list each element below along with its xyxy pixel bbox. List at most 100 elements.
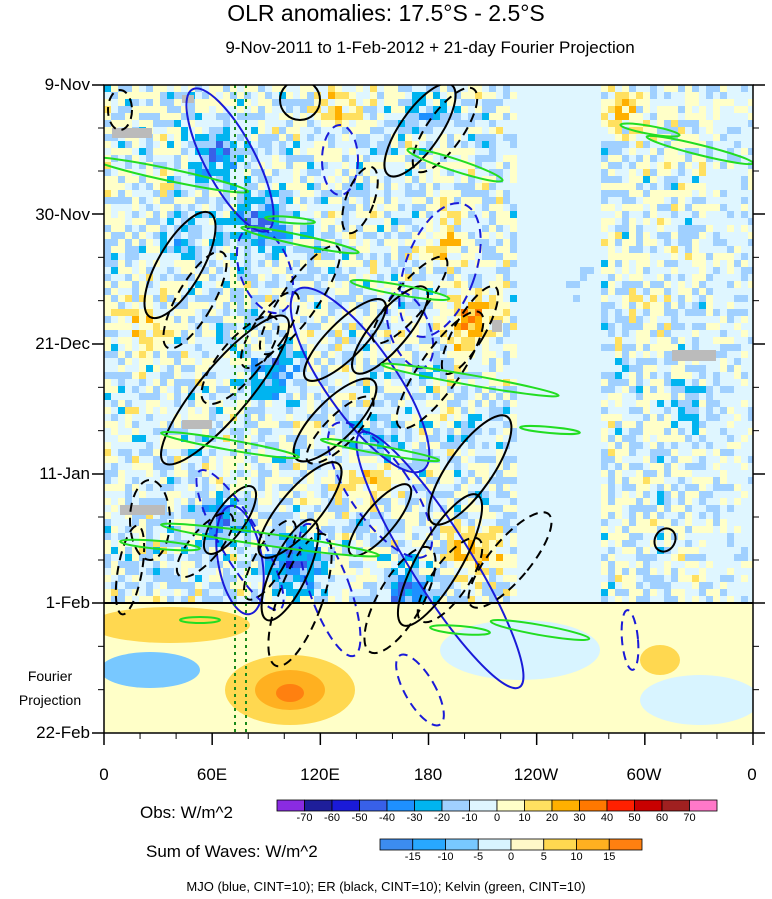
obs-cell: [447, 169, 455, 177]
obs-cell: [202, 302, 210, 310]
obs-cell: [608, 393, 616, 401]
obs-cell: [650, 190, 658, 198]
obs-cell: [566, 169, 574, 177]
obs-cell: [601, 113, 609, 121]
obs-cell: [125, 106, 133, 114]
obs-cell: [615, 148, 623, 156]
obs-cell: [251, 288, 259, 296]
obs-cell: [118, 351, 126, 359]
obs-cell: [419, 239, 427, 247]
obs-cell: [468, 344, 476, 352]
obs-cell: [496, 435, 504, 443]
obs-cell: [622, 92, 630, 100]
obs-cell: [356, 183, 364, 191]
obs-cell: [496, 379, 504, 387]
obs-cell: [111, 323, 119, 331]
obs-cell: [692, 162, 700, 170]
obs-cell: [741, 127, 749, 135]
obs-cell: [405, 344, 413, 352]
obs-cell: [391, 204, 399, 212]
obs-cell: [433, 274, 441, 282]
obs-cell: [482, 232, 490, 240]
obs-cell: [573, 92, 581, 100]
obs-cell: [118, 421, 126, 429]
obs-cell: [405, 246, 413, 254]
obs-cell: [335, 449, 343, 457]
obs-cell: [566, 309, 574, 317]
obs-cell: [209, 330, 217, 338]
obs-cell: [153, 344, 161, 352]
obs-cell: [342, 435, 350, 443]
obs-cell: [461, 281, 469, 289]
obs-cell: [447, 127, 455, 135]
obs-cell: [531, 351, 539, 359]
obs-cell: [398, 400, 406, 408]
obs-cell: [342, 288, 350, 296]
obs-cell: [517, 428, 525, 436]
obs-cell: [699, 204, 707, 212]
obs-cell: [181, 113, 189, 121]
obs-cell: [349, 218, 357, 226]
obs-cell: [349, 120, 357, 128]
obs-cell: [496, 162, 504, 170]
obs-cell: [594, 288, 602, 296]
obs-cell: [279, 190, 287, 198]
obs-cell: [167, 281, 175, 289]
obs-cell: [580, 267, 588, 275]
obs-cell: [678, 400, 686, 408]
obs-cell: [657, 309, 665, 317]
obs-cell: [160, 113, 168, 121]
obs-cell: [237, 386, 245, 394]
obs-cell: [671, 85, 679, 93]
obs-cell: [335, 141, 343, 149]
obs-cell: [286, 176, 294, 184]
obs-cell: [377, 323, 385, 331]
obs-cell: [664, 197, 672, 205]
obs-cell: [608, 421, 616, 429]
obs-cell: [475, 148, 483, 156]
obs-cell: [202, 372, 210, 380]
obs-cell: [426, 218, 434, 226]
obs-cell: [671, 407, 679, 415]
obs-cell: [118, 281, 126, 289]
obs-cell: [538, 239, 546, 247]
obs-cell: [391, 323, 399, 331]
obs-cell: [622, 211, 630, 219]
obs-cell: [216, 141, 224, 149]
obs-cell: [293, 267, 301, 275]
obs-cell: [412, 358, 420, 366]
obs-cell: [426, 260, 434, 268]
obs-cell: [118, 204, 126, 212]
obs-cell: [727, 113, 735, 121]
obs-cell: [475, 386, 483, 394]
obs-cell: [510, 120, 518, 128]
obs-cell: [328, 225, 336, 233]
obs-cell: [713, 260, 721, 268]
obs-cell: [671, 232, 679, 240]
obs-cell: [650, 421, 658, 429]
obs-cell: [188, 253, 196, 261]
obs-cell: [209, 302, 217, 310]
obs-cell: [244, 134, 252, 142]
obs-cell: [349, 190, 357, 198]
obs-cell: [671, 393, 679, 401]
obs-cell: [363, 176, 371, 184]
obs-cell: [237, 442, 245, 450]
obs-cell: [636, 218, 644, 226]
obs-cell: [713, 253, 721, 261]
obs-cell: [475, 295, 483, 303]
obs-cell: [363, 127, 371, 135]
obs-cell: [713, 358, 721, 366]
obs-cell: [636, 295, 644, 303]
obs-cell: [258, 141, 266, 149]
obs-cell: [405, 365, 413, 373]
obs-cell: [125, 302, 133, 310]
obs-cell: [230, 288, 238, 296]
obs-cell: [370, 358, 378, 366]
obs-cell: [468, 260, 476, 268]
obs-cell: [349, 400, 357, 408]
obs-cell: [244, 351, 252, 359]
obs-cell: [118, 302, 126, 310]
obs-cell: [363, 330, 371, 338]
obs-cell: [552, 407, 560, 415]
